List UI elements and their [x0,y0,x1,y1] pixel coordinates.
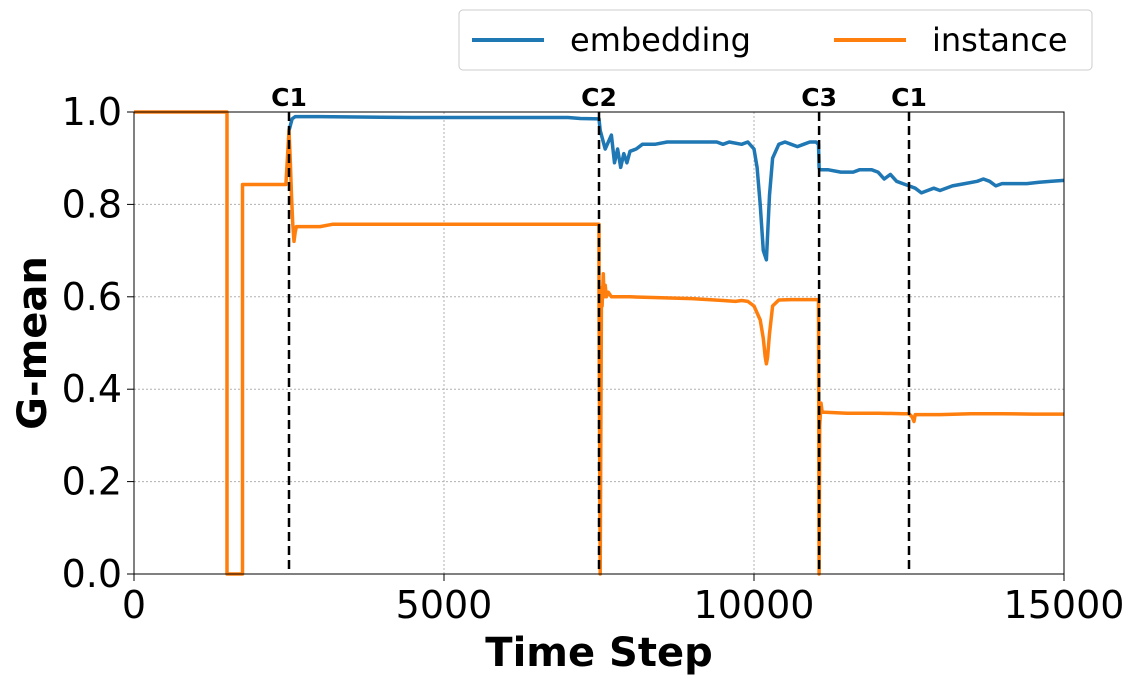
tick-layer: 0 5000 10000 15000 0.0 0.2 0.4 0.6 0.8 1.0 [62,90,1125,627]
drift-marker-label: C1 [891,83,927,112]
y-tick-label: 0.6 [62,275,122,319]
legend-label-embedding: embedding [570,21,751,59]
drift-marker-label: C2 [581,83,617,112]
drift-markers: C1 C2 C3 C1 [271,83,927,112]
x-tick-label: 0 [122,583,146,627]
legend-label-instance: instance [932,21,1068,59]
y-tick-label: 0.2 [62,460,122,504]
series-line-instance [134,110,1064,576]
series-line-embedding [287,114,1065,262]
x-axis-title: Time Step [485,630,712,676]
y-tick-label: 0.8 [62,182,122,226]
drift-marker-label: C3 [801,83,837,112]
x-tick-label: 10000 [694,583,815,627]
y-tick-label: 0.0 [62,552,122,596]
x-tick-label: 5000 [396,583,493,627]
legend-box [458,9,1093,71]
y-axis-title: G-mean [10,256,56,430]
y-tick-label: 0.4 [62,367,122,411]
series-layer [134,110,1065,576]
plot-area-frame [133,111,1065,575]
drift-marker-label: C1 [271,83,307,112]
legend: embedding instance [458,9,1093,71]
x-tick-label: 15000 [1004,583,1125,627]
y-tick-label: 1.0 [62,90,122,134]
